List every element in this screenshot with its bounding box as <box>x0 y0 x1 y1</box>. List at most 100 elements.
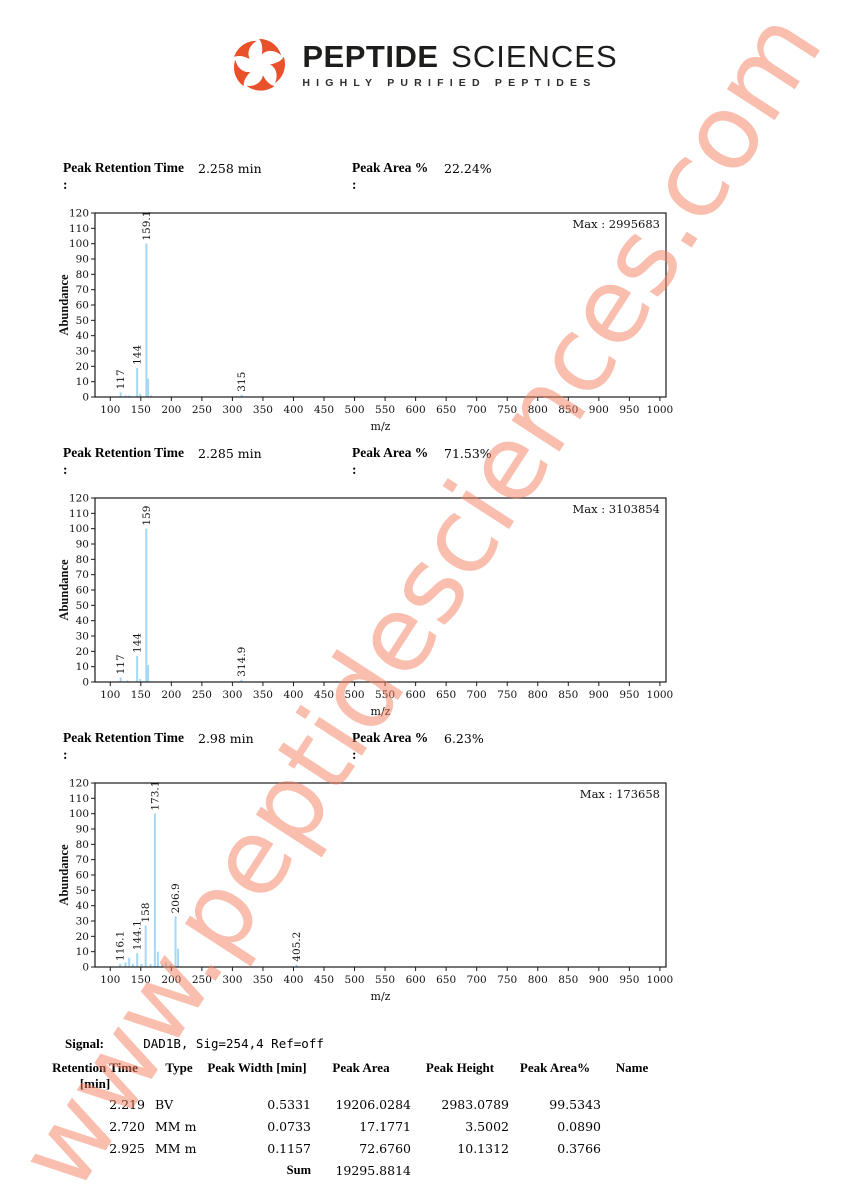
peak-area-value: 71.53% <box>444 446 492 461</box>
x-tick-label: 200 <box>161 974 181 986</box>
peak-area-value: 6.23% <box>444 731 484 746</box>
table-cell: 2983.0789 <box>441 1097 509 1112</box>
y-tick-label: 10 <box>76 946 89 958</box>
table-cell: 72.6760 <box>359 1141 411 1156</box>
x-tick-label: 850 <box>558 689 578 701</box>
max-annotation: Max : 173658 <box>580 787 660 801</box>
table-cell: MM m <box>155 1141 197 1156</box>
y-tick-label: 30 <box>76 346 89 358</box>
x-tick-label: 650 <box>436 974 456 986</box>
brand-name: PEPTIDE SCIENCES <box>302 39 618 75</box>
retention-time-value: 2.98 min <box>198 731 254 746</box>
col-header-type: Type <box>165 1060 193 1075</box>
peak-label: 144.1 <box>132 920 144 950</box>
mass-spectrum-plot: 0 10 20 30 40 50 60 70 80 90 100 110 120 100 150 200 250… <box>57 778 674 1004</box>
x-tick-label: 350 <box>253 689 273 701</box>
x-axis-title: m/z <box>371 990 391 1003</box>
x-tick-label: 300 <box>222 974 242 986</box>
table-cell <box>601 1114 651 1136</box>
y-tick-label: 100 <box>69 808 89 820</box>
results-table-body: 2.219 BV 0.5331 19206.0284 2983.0789 99.5343 2… <box>45 1092 651 1158</box>
table-sum-row: Sum 19295.8814 <box>45 1158 651 1180</box>
y-tick-label: 100 <box>69 238 89 250</box>
col-header-peak-area-pct: Peak Area% <box>519 1060 591 1075</box>
y-tick-label: 90 <box>76 824 89 836</box>
peak-label: 117 <box>115 369 127 389</box>
x-tick-label: 450 <box>314 404 334 416</box>
y-tick-label: 80 <box>76 269 89 281</box>
x-tick-label: 550 <box>375 974 395 986</box>
x-tick-label: 800 <box>528 974 548 986</box>
x-tick-label: 1000 <box>647 404 674 416</box>
retention-time-label: Peak Retention Time : <box>63 445 184 477</box>
peak-info-2: Peak Retention Time : 2.285 min Peak Are… <box>63 445 492 479</box>
y-tick-label: 80 <box>76 839 89 851</box>
x-tick-label: 350 <box>253 974 273 986</box>
x-tick-label: 450 <box>314 974 334 986</box>
x-tick-label: 1000 <box>647 974 674 986</box>
x-tick-label: 550 <box>375 404 395 416</box>
x-tick-label: 1000 <box>647 689 674 701</box>
x-tick-label: 850 <box>558 404 578 416</box>
x-tick-label: 500 <box>345 404 365 416</box>
table-cell: 2.925 <box>109 1141 145 1156</box>
table-cell: 17.1771 <box>359 1119 411 1134</box>
col-header-retention-time: Retention Time [min] <box>52 1060 138 1091</box>
x-tick-label: 700 <box>467 689 487 701</box>
sum-value: 19295.8814 <box>335 1163 411 1178</box>
table-cell: 2.219 <box>109 1097 145 1112</box>
y-axis-title: Abundance <box>58 559 71 621</box>
retention-time-value: 2.285 min <box>198 446 262 461</box>
x-tick-label: 400 <box>283 974 303 986</box>
peak-area-value: 22.24% <box>444 161 492 176</box>
logo: PEPTIDE SCIENCES HIGHLY PURIFIED PEPTIDE… <box>0 36 848 94</box>
y-tick-label: 90 <box>76 539 89 551</box>
retention-time-label: Peak Retention Time : <box>63 730 184 762</box>
x-tick-label: 850 <box>558 974 578 986</box>
y-tick-label: 40 <box>76 615 89 627</box>
col-header-peak-width: Peak Width [min] <box>207 1060 307 1075</box>
x-tick-label: 250 <box>192 404 212 416</box>
x-tick-label: 600 <box>406 404 426 416</box>
x-tick-label: 100 <box>100 974 120 986</box>
brand-secondary: SCIENCES <box>451 39 618 75</box>
y-tick-label: 100 <box>69 523 89 535</box>
table-cell: MM m <box>155 1119 197 1134</box>
x-tick-label: 950 <box>619 974 639 986</box>
y-tick-label: 60 <box>76 870 89 882</box>
y-tick-label: 30 <box>76 916 89 928</box>
mass-spectrum-2: 0 10 20 30 40 50 60 70 80 90 100 110 120 100 150 200 250… <box>57 492 676 725</box>
peak-info-1: Peak Retention Time : 2.258 min Peak Are… <box>63 160 492 194</box>
signal-row: Signal: DAD1B, Sig=254,4 Ref=off <box>65 1036 324 1052</box>
logo-swirl-icon <box>234 38 286 91</box>
x-tick-label: 900 <box>589 974 609 986</box>
x-tick-label: 700 <box>467 404 487 416</box>
y-tick-label: 120 <box>69 208 89 220</box>
x-tick-label: 650 <box>436 689 456 701</box>
y-tick-label: 0 <box>82 677 89 689</box>
y-tick-label: 110 <box>69 793 89 805</box>
x-tick-label: 800 <box>528 689 548 701</box>
y-tick-label: 20 <box>76 646 89 658</box>
max-annotation: Max : 3103854 <box>572 502 660 516</box>
peak-label: 315 <box>236 372 248 392</box>
y-tick-label: 110 <box>69 508 89 520</box>
x-tick-label: 750 <box>497 404 517 416</box>
y-tick-label: 10 <box>76 661 89 673</box>
y-tick-label: 70 <box>76 854 89 866</box>
peak-label: 159 <box>141 506 153 526</box>
y-tick-label: 70 <box>76 284 89 296</box>
sum-label: Sum <box>286 1163 311 1177</box>
y-tick-label: 0 <box>82 392 89 404</box>
peak-label: 144 <box>132 633 144 653</box>
x-tick-label: 900 <box>589 404 609 416</box>
col-header-peak-height: Peak Height <box>425 1060 495 1075</box>
peak-label: 158 <box>140 903 152 923</box>
plot-frame <box>94 212 667 398</box>
brand-tagline: HIGHLY PURIFIED PEPTIDES <box>302 76 597 89</box>
signal-value: DAD1B, Sig=254,4 Ref=off <box>143 1036 324 1051</box>
table-row: 2.925 MM m 0.1157 72.6760 10.1312 0.3766 <box>45 1136 651 1158</box>
y-axis-title: Abundance <box>58 844 71 906</box>
x-tick-label: 800 <box>528 404 548 416</box>
